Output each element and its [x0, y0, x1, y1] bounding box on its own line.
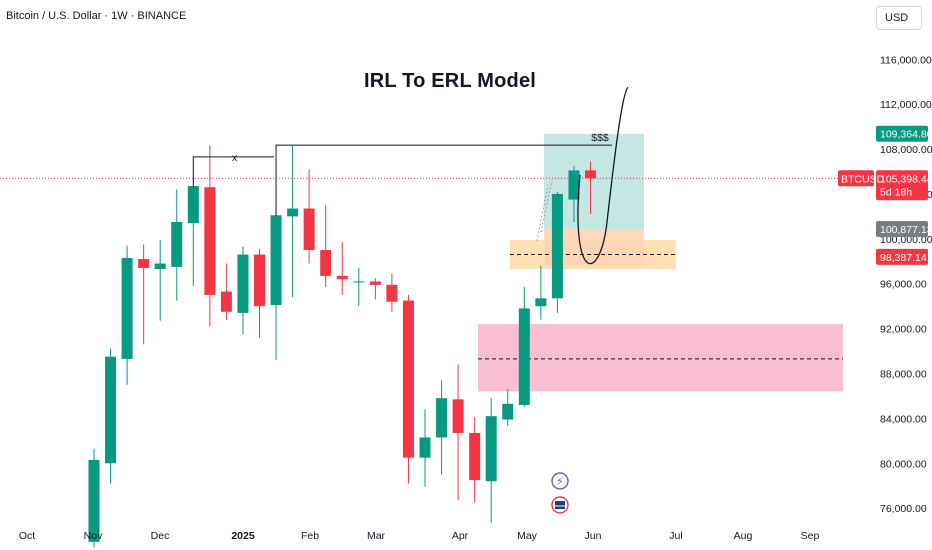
candle-body-19: [402, 300, 414, 458]
candle-body-4: [154, 263, 166, 270]
liquidity-label: $$$: [591, 132, 609, 144]
candle-body-30: [585, 170, 596, 179]
candle-body-18: [386, 284, 398, 302]
sweep-label: x: [232, 152, 238, 164]
current-price-tag-box: [876, 170, 928, 201]
x-tick-label-7: May: [517, 530, 538, 542]
current-price-tag-text-0: 105,398.44: [880, 173, 932, 185]
annotations-layer: $$$ x ⚡: [192, 86, 629, 514]
candle-body-28: [551, 193, 563, 299]
candle-body-16: [353, 281, 365, 283]
y-tick-label-5: 96,000.00: [880, 279, 927, 291]
candle-body-1: [105, 356, 117, 464]
candle-body-14: [320, 250, 332, 276]
stop-price-tag-box: [876, 220, 928, 237]
target-price-tag-text-0: 109,364.80: [880, 129, 932, 141]
candle-body-0: [88, 459, 100, 542]
y-tick-label-4: 92,000.00: [880, 324, 927, 336]
lower-demand-zone: [478, 324, 843, 392]
x-tick-label-4: Feb: [301, 530, 319, 542]
candle-body-3: [138, 259, 150, 269]
y-tick-label-2: 84,000.00: [880, 413, 927, 425]
lightning-icon-glyph: ⚡: [556, 476, 564, 488]
candle-body-8: [220, 291, 232, 312]
y-tick-label-8: 108,000.00: [880, 144, 932, 156]
stop-price-tag-text-0: 100,877.13: [880, 224, 932, 236]
entry-price-tag-box: [876, 248, 928, 265]
candle-body-9: [237, 254, 249, 313]
x-tick-label-5: Mar: [367, 530, 386, 542]
candle-body-21: [436, 398, 448, 438]
stop-price-tag: 100,877.13: [876, 220, 932, 237]
candle-body-13: [303, 208, 315, 251]
x-tick-label-0: Oct: [19, 530, 35, 542]
candle-body-2: [121, 257, 133, 359]
guide-line-b: [540, 180, 553, 233]
candle-body-17: [369, 281, 381, 285]
flag-icon-canton: [555, 501, 565, 509]
y-tick-label-9: 112,000.00: [880, 99, 932, 111]
y-tick-label-1: 80,000.00: [880, 458, 927, 470]
candle-body-15: [336, 275, 348, 280]
candle-body-6: [187, 186, 199, 224]
candle-body-7: [204, 187, 216, 295]
entry-price-tag: 98,387.14: [876, 248, 928, 265]
candle-body-23: [469, 432, 481, 481]
guide-line-a: [536, 184, 549, 242]
currency-button[interactable]: USD: [876, 6, 922, 30]
y-tick-label-10: 116,000.00: [880, 54, 932, 66]
y-tick-label-3: 88,000.00: [880, 369, 927, 381]
projected-path: [577, 86, 629, 265]
candles-layer: [88, 145, 596, 548]
target-price-tag-box: [876, 125, 928, 142]
y-tick-label-0: 76,000.00: [880, 503, 927, 515]
symbol-title: Bitcoin / U.S. Dollar · 1W · BINANCE: [6, 10, 187, 22]
x-tick-label-10: Aug: [734, 530, 753, 542]
candle-body-22: [452, 399, 464, 433]
sweep-line: [192, 156, 275, 188]
x-tick-label-9: Jul: [669, 530, 682, 542]
symbol-tag-text: BTCUSD: [841, 173, 885, 185]
time-axis[interactable]: Oct Nov Dec 2025 Feb Mar Apr May Jun Jul Aug Sep: [19, 530, 820, 542]
candle-body-29: [568, 170, 580, 200]
current-price-tag-text-1: 5d 18h: [880, 186, 912, 198]
symbol-tag-box: [838, 170, 874, 187]
x-tick-label-8: Jun: [585, 530, 602, 542]
candle-body-5: [171, 222, 183, 267]
price-axis[interactable]: 76,000.00 80,000.00 84,000.00 88,000.00 92,0…: [880, 54, 932, 515]
x-tick-label-3: 2025: [231, 530, 255, 542]
candle-body-26: [518, 308, 530, 405]
event-lightning-icon: [551, 472, 569, 490]
x-tick-label-1: Nov: [84, 530, 103, 542]
chart-title: IRL To ERL Model: [363, 70, 537, 92]
x-tick-label-2: Dec: [151, 530, 170, 542]
candle-body-27: [535, 298, 547, 307]
candle-body-24: [485, 416, 497, 482]
x-tick-label-11: Sep: [801, 530, 820, 542]
entry-price-tag-text-0: 98,387.14: [880, 252, 927, 264]
candle-body-25: [502, 403, 514, 420]
candle-body-20: [419, 437, 431, 458]
candle-body-10: [254, 254, 265, 307]
x-tick-label-6: Apr: [452, 530, 469, 542]
liquidity-high-line: [275, 144, 612, 217]
candle-body-12: [287, 208, 299, 217]
target-price-tag: 109,364.80: [876, 125, 932, 142]
candle-body-11: [270, 215, 282, 306]
